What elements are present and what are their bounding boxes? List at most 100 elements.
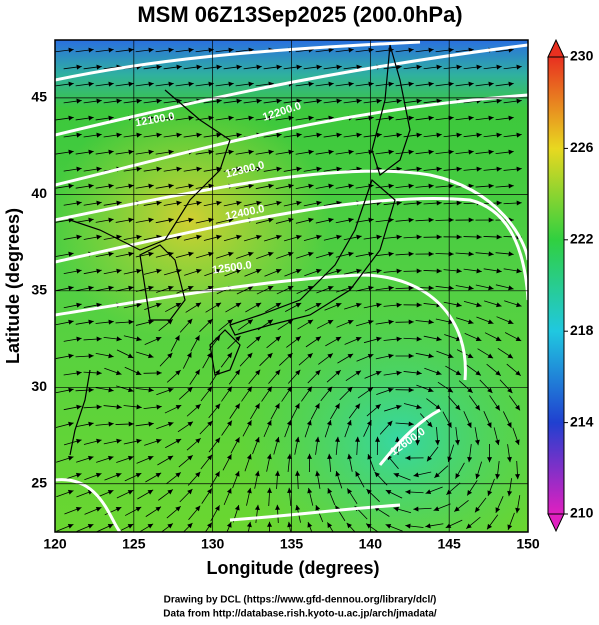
flow-arrowhead bbox=[515, 404, 520, 411]
flow-arrowhead bbox=[228, 251, 234, 257]
flow-arrowhead bbox=[88, 285, 94, 291]
flow-arrowhead bbox=[375, 436, 381, 442]
flow-arrowhead bbox=[76, 268, 82, 274]
flow-arrowhead bbox=[488, 149, 494, 155]
flow-arrowhead bbox=[288, 217, 294, 223]
flow-arrowhead bbox=[156, 64, 162, 70]
flow-arrowhead bbox=[396, 200, 402, 206]
flow-arrowhead bbox=[327, 320, 334, 325]
flow-arrowhead bbox=[186, 352, 192, 358]
flow-arrowhead bbox=[214, 505, 220, 511]
flow-arrowhead bbox=[376, 234, 382, 240]
flow-arrowhead bbox=[128, 285, 134, 291]
flow-arrowhead bbox=[388, 81, 394, 87]
flow-arrowhead bbox=[96, 98, 102, 104]
flow-arrowhead bbox=[435, 370, 442, 376]
flow-arrowhead bbox=[107, 455, 114, 461]
flow-arrowhead bbox=[488, 285, 494, 291]
flow-arrowhead bbox=[348, 217, 354, 223]
flow-arrowhead bbox=[408, 387, 414, 393]
flow-arrowhead bbox=[408, 149, 414, 155]
flow-arrowhead bbox=[267, 286, 274, 291]
x-tick-label: 140 bbox=[359, 536, 383, 552]
flow-arrowhead bbox=[296, 166, 302, 172]
flow-arrowhead bbox=[476, 166, 482, 172]
flow-arrowhead bbox=[226, 454, 232, 460]
flow-arrowhead bbox=[168, 47, 174, 53]
flow-arrowhead bbox=[96, 302, 102, 308]
flow-arrowhead bbox=[128, 251, 134, 257]
flow-arrowhead bbox=[248, 81, 254, 87]
flow-arrowhead bbox=[376, 336, 382, 342]
flow-arrowhead bbox=[135, 370, 142, 375]
flow-arrowhead bbox=[207, 522, 212, 529]
flow-arrowhead bbox=[108, 421, 114, 427]
flow-arrowhead bbox=[127, 455, 134, 461]
flow-arrowhead bbox=[68, 285, 74, 291]
flow-arrowhead bbox=[408, 285, 414, 291]
flow-arrowhead bbox=[96, 132, 102, 138]
flow-arrowhead bbox=[234, 471, 240, 477]
flow-arrowhead bbox=[275, 336, 281, 342]
colorbar-tick-label: 218 bbox=[570, 322, 594, 338]
flow-arrowhead bbox=[128, 319, 134, 325]
y-axis-label: Latitude (degrees) bbox=[3, 208, 23, 364]
flow-arrowhead bbox=[194, 335, 200, 341]
flow-arrowhead bbox=[168, 115, 174, 121]
flow-arrowhead bbox=[88, 81, 94, 87]
chart-title: MSM 06Z13Sep2025 (200.0hPa) bbox=[137, 2, 462, 27]
flow-arrowhead bbox=[405, 489, 411, 495]
flow-arrowhead bbox=[368, 217, 374, 223]
flow-arrowhead bbox=[516, 98, 522, 104]
flow-arrowhead bbox=[316, 234, 322, 240]
flow-arrowhead bbox=[267, 353, 273, 359]
flow-arrowhead bbox=[136, 234, 142, 240]
flow-arrowhead bbox=[347, 353, 354, 359]
flow-arrowhead bbox=[148, 421, 154, 427]
flow-arrowhead bbox=[96, 64, 102, 70]
flow-arrowhead bbox=[428, 251, 434, 257]
flow-arrowhead bbox=[187, 285, 194, 291]
flow-arrowhead bbox=[507, 490, 513, 497]
flow-arrowhead bbox=[416, 336, 422, 342]
flow-arrowhead bbox=[408, 183, 414, 189]
flow-arrowhead bbox=[246, 420, 252, 426]
flow-arrowhead bbox=[447, 456, 453, 463]
flow-arrowhead bbox=[375, 404, 381, 410]
flow-arrowhead bbox=[195, 404, 201, 410]
flow-arrowhead bbox=[215, 437, 221, 444]
flow-arrowhead bbox=[288, 149, 294, 155]
flow-arrowhead bbox=[487, 353, 494, 359]
flow-arrowhead bbox=[388, 319, 394, 325]
flow-arrowhead bbox=[436, 132, 442, 138]
flow-arrowhead bbox=[495, 404, 500, 411]
flow-arrowhead bbox=[516, 166, 522, 172]
flow-arrowhead bbox=[76, 438, 82, 444]
flow-arrowhead bbox=[156, 200, 162, 206]
flow-arrowhead bbox=[327, 488, 333, 494]
flow-arrowhead bbox=[276, 98, 282, 104]
flow-arrowhead bbox=[467, 489, 473, 496]
flow-arrowhead bbox=[136, 336, 142, 342]
flow-arrowhead bbox=[488, 217, 494, 223]
flow-arrowhead bbox=[296, 132, 302, 138]
flow-arrowhead bbox=[156, 404, 162, 410]
flow-arrowhead bbox=[255, 268, 262, 274]
flow-arrowhead bbox=[348, 183, 354, 189]
flow-arrowhead bbox=[266, 420, 272, 426]
flow-arrowhead bbox=[267, 386, 272, 393]
flow-arrowhead bbox=[128, 387, 134, 393]
flow-arrowhead bbox=[368, 285, 374, 291]
flow-arrowhead bbox=[314, 436, 320, 443]
flow-arrowhead bbox=[128, 149, 134, 155]
flow-arrowhead bbox=[515, 507, 521, 514]
flow-arrowhead bbox=[346, 522, 352, 529]
flow-arrowhead bbox=[207, 420, 213, 427]
flow-arrowhead bbox=[307, 319, 314, 325]
flow-arrowhead bbox=[395, 436, 401, 442]
flow-arrowhead bbox=[507, 319, 514, 325]
flow-arrowhead bbox=[108, 47, 114, 53]
flow-arrowhead bbox=[68, 319, 74, 325]
flow-arrowhead bbox=[148, 353, 154, 359]
